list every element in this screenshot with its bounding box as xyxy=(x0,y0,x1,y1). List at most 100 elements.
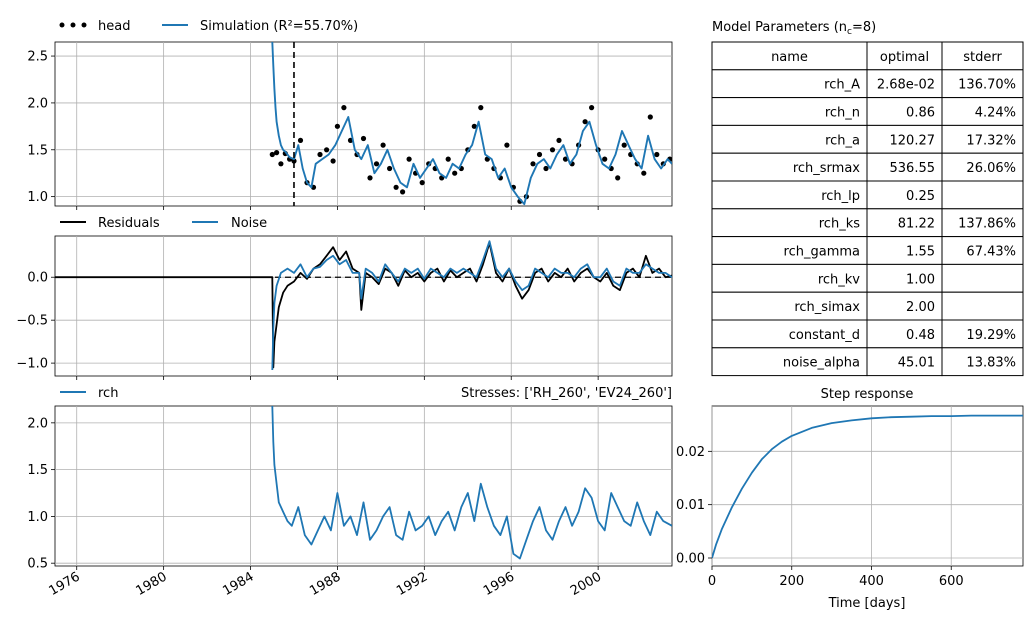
table-cell-text: 137.86% xyxy=(958,217,1016,232)
head-observation-point xyxy=(297,137,304,143)
head-observation-point xyxy=(419,180,425,186)
legend-marker-head xyxy=(81,22,87,28)
head-observation-point xyxy=(543,165,549,172)
head-observation-point xyxy=(400,189,406,195)
table-cell xyxy=(866,124,943,154)
table-cell-text: 2.00 xyxy=(906,300,935,315)
table-cell-text: rch_n xyxy=(825,106,860,121)
head-observation-point xyxy=(478,105,484,111)
table-cell-text: 17.32% xyxy=(966,133,1016,148)
table-cell xyxy=(866,347,943,377)
y-tick-label: 1.0 xyxy=(27,190,48,205)
x-tick-label: 1984 xyxy=(220,569,256,599)
table-header-cell xyxy=(941,41,1024,71)
x-tick-label: 600 xyxy=(939,574,964,589)
table-cell xyxy=(941,208,1024,238)
step-xlabel: Time [days] xyxy=(828,596,906,611)
head-observation-point xyxy=(317,151,323,158)
legend-item-residuals[interactable]: Residuals xyxy=(60,216,160,231)
head-observation-point xyxy=(536,151,543,158)
table-cell-text: 13.83% xyxy=(966,356,1016,371)
table-cell-text: rch_gamma xyxy=(784,245,860,260)
y-tick-label: 0.02 xyxy=(676,445,705,460)
head-legend: head Simulation (R²=55.70%) xyxy=(59,19,358,34)
simulation-line xyxy=(271,42,672,206)
rch-line xyxy=(271,406,672,560)
head-observation-point xyxy=(530,161,536,167)
table-cell xyxy=(866,97,943,126)
table-cell xyxy=(866,319,943,349)
table-cell-text: 45.01 xyxy=(898,356,935,371)
table-cell xyxy=(866,208,943,238)
legend-marker-head xyxy=(70,22,76,28)
head-observation-point xyxy=(621,142,627,148)
table-header-text: optimal xyxy=(880,50,929,65)
x-tick-label: 1996 xyxy=(481,569,517,599)
y-tick-label: 2.0 xyxy=(27,96,48,111)
rch-plot-frame xyxy=(54,405,673,567)
table-cell xyxy=(941,152,1024,182)
head-observation-point xyxy=(504,142,510,148)
legend-item-simulation[interactable]: Simulation (R²=55.70%) xyxy=(162,19,358,34)
table-title: Model Parameters (nc=8) xyxy=(712,20,876,37)
table-cell xyxy=(866,180,943,210)
x-tick-label: 1976 xyxy=(47,569,83,599)
step-plot-frame xyxy=(711,405,1024,567)
head-observation-point xyxy=(360,135,367,142)
table-cell xyxy=(711,263,868,293)
residuals-line xyxy=(55,241,672,369)
head-observation-point xyxy=(647,114,653,120)
head-observation-point xyxy=(582,119,588,125)
legend-item-noise[interactable]: Noise xyxy=(192,216,267,231)
table-cell-text: 4.24% xyxy=(975,106,1016,121)
table-cell-text: noise_alpha xyxy=(783,356,860,371)
table-cell-text: rch_ks xyxy=(819,217,860,232)
table-cell-text: rch_a xyxy=(825,133,860,148)
head-plot-frame xyxy=(54,41,673,207)
head-observation-point xyxy=(373,161,380,167)
table-cell-text: 26.06% xyxy=(966,161,1016,176)
y-tick-label: 1.5 xyxy=(27,143,48,158)
head-observation-point xyxy=(471,123,477,129)
y-tick-label: 0.01 xyxy=(676,498,705,513)
step-response-line xyxy=(712,414,1023,559)
head-observation-point xyxy=(393,184,399,190)
table-cell xyxy=(711,152,868,182)
table-cell xyxy=(941,97,1024,126)
table-cell xyxy=(941,180,1024,210)
table-cell-text: 0.86 xyxy=(906,106,935,121)
y-tick-label: 1.0 xyxy=(27,510,48,525)
table-header-text: name xyxy=(771,50,808,65)
head-observation-point xyxy=(367,175,373,181)
table-cell-text: 2.68e-02 xyxy=(877,78,935,93)
legend-label-noise: Noise xyxy=(231,216,267,231)
x-tick-label: 400 xyxy=(859,574,884,589)
legend-item-head[interactable]: head xyxy=(59,19,131,34)
head-observation-point xyxy=(406,156,412,162)
head-observation-point xyxy=(445,156,451,162)
step-response-title: Step response xyxy=(821,387,914,402)
head-observation-point xyxy=(330,158,336,164)
table-cell-text: 536.55 xyxy=(890,161,936,176)
y-tick-label: 2.0 xyxy=(27,416,48,431)
table-cell-text: 67.43% xyxy=(966,245,1016,260)
table-cell xyxy=(711,291,868,321)
head-observation-point xyxy=(324,147,330,153)
table-cell xyxy=(711,347,868,377)
table-cell-text: constant_d xyxy=(789,328,860,343)
head-observation-point xyxy=(615,175,621,181)
legend-marker-head xyxy=(59,22,65,28)
head-observation-point xyxy=(641,170,647,176)
rch-panel: 1976 1980 1984 1988 1992 1996 2000 0.5 1.0 1.5 2.0… xyxy=(27,386,673,599)
table-cell-text: rch_simax xyxy=(794,300,860,315)
legend-label-head: head xyxy=(98,19,130,34)
legend-item-rch[interactable]: rch xyxy=(60,386,118,401)
y-tick-label: −1.0 xyxy=(16,357,48,372)
table-cell xyxy=(711,319,868,349)
table-cell-text: rch_lp xyxy=(821,189,860,204)
x-tick-label: 2000 xyxy=(568,569,604,599)
table-cell-text: 1.55 xyxy=(906,245,935,260)
residuals-plot-frame xyxy=(54,235,673,377)
x-tick-label: 1980 xyxy=(133,569,169,599)
